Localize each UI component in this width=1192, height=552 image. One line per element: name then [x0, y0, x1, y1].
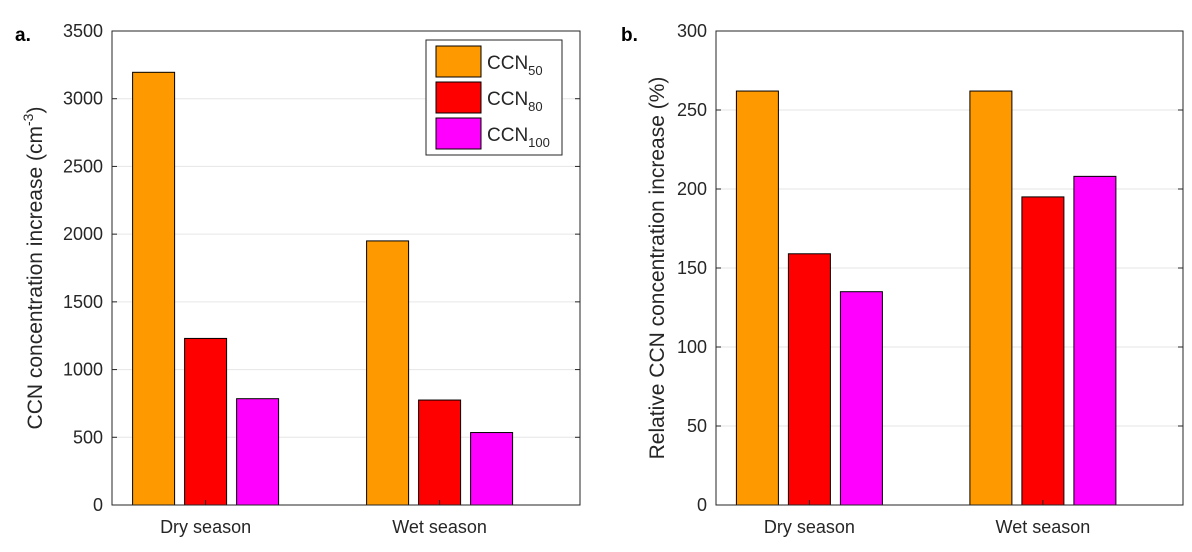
panel-a-x-tick-label: Wet season: [392, 517, 487, 537]
panel-a-y-tick-label: 1000: [63, 360, 103, 380]
panel-b-y-tick-label: 150: [677, 258, 707, 278]
panel-a-y-axis-label-sup: -3: [20, 113, 36, 126]
panel-b-bars: [735, 90, 1117, 506]
panel-b-bar-ccn100-dry: [839, 291, 883, 506]
panel-a-bar-ccn50-wet: [366, 240, 410, 506]
panel-b-label: b.: [621, 25, 638, 46]
panel-b-x-ticks: Dry season Wet season: [764, 500, 1090, 537]
legend-label-ccn80: CCN80: [487, 89, 543, 114]
panel-b-bar-ccn50-wet: [969, 90, 1013, 506]
panel-a-y-tick-label: 0: [93, 495, 103, 515]
panel-a-y-axis-label: CCN concentration increase (cm-3): [20, 107, 47, 430]
panel-a-axes-box: [111, 30, 581, 506]
panel-b-bar-ccn80-wet: [1021, 196, 1065, 506]
legend-label-ccn50: CCN50: [487, 53, 543, 78]
legend-label-ccn100: CCN100: [487, 125, 550, 150]
legend-label-ccn50-main: CCN: [487, 53, 528, 74]
panel-b-y-tick-label: 250: [677, 100, 707, 120]
legend-swatch-ccn100: [435, 117, 482, 150]
panel-a-x-tick-label: Dry season: [160, 517, 251, 537]
legend-swatch-ccn80: [435, 81, 482, 114]
panel-a-y-tick-label: 2000: [63, 224, 103, 244]
panel-b-bar-ccn50-dry: [735, 90, 779, 506]
panel-b-y-axis-label: Relative CCN concentration increase (%): [646, 77, 669, 460]
panel-b-y-tick-label: 0: [697, 495, 707, 515]
legend-label-ccn50-sub: 50: [528, 63, 542, 78]
panel-a-bar-ccn100-dry: [236, 398, 280, 506]
panel-a-bar-ccn80-wet: [418, 399, 462, 506]
panel-b-bar-ccn100-wet: [1073, 175, 1117, 506]
legend-label-ccn80-sub: 80: [528, 99, 542, 114]
panel-a-y-axis-label-main: CCN concentration increase (cm: [24, 126, 47, 429]
panel-a-y-tick-label: 1500: [63, 292, 103, 312]
panel-a-label: a.: [15, 25, 31, 46]
panel-a-x-ticks: Dry season Wet season: [160, 500, 487, 537]
panel-b-y-tick-label: 100: [677, 337, 707, 357]
panel-a-bar-ccn80-dry: [184, 337, 228, 506]
panel-b-x-tick-label: Wet season: [996, 517, 1091, 537]
panel-b-y-tick-label: 300: [677, 21, 707, 41]
panel-b-bar-ccn80-dry: [787, 253, 831, 506]
legend-label-ccn100-main: CCN: [487, 125, 528, 146]
panel-a-y-tick-label: 2500: [63, 156, 103, 176]
legend-swatch-ccn50: [435, 45, 482, 78]
panel-a-y-tick-label: 3500: [63, 21, 103, 41]
panel-a-bar-ccn100-wet: [470, 432, 514, 506]
panel-b-y-tick-label: 50: [687, 416, 707, 436]
legend-label-ccn100-sub: 100: [528, 135, 550, 150]
panel-a-y-tick-label: 500: [73, 427, 103, 447]
panel-b-y-ticks: 0 50 100 150 200 250 300: [677, 21, 1183, 515]
panel-a-y-ticks: 0 500 1000 1500 2000 2500 3000 3500: [63, 21, 580, 515]
panel-a-bars: [132, 71, 514, 506]
legend: CCN50 CCN80 CCN100: [425, 39, 563, 156]
panel-b-y-tick-label: 200: [677, 179, 707, 199]
panel-a: 0 500 1000 1500 2000 2500 3000 3500 Dry season W…: [15, 21, 581, 537]
panel-a-y-tick-label: 3000: [63, 89, 103, 109]
panel-a-bar-ccn50-dry: [132, 71, 176, 506]
panel-b-x-tick-label: Dry season: [764, 517, 855, 537]
legend-label-ccn80-main: CCN: [487, 89, 528, 110]
panel-a-y-axis-label-end: ): [24, 107, 47, 114]
